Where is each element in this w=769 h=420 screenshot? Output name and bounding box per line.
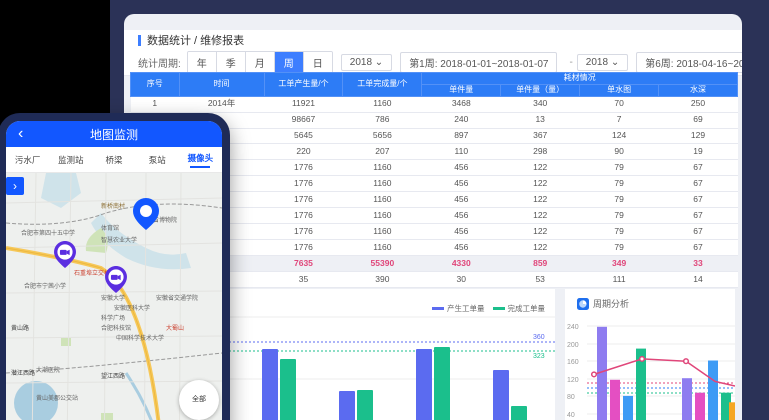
svg-text:323: 323: [533, 353, 545, 360]
svg-text:360: 360: [533, 334, 545, 341]
svg-text:200: 200: [567, 342, 579, 349]
svg-text:40: 40: [567, 412, 575, 419]
svg-text:160: 160: [567, 359, 579, 366]
svg-text:80: 80: [567, 394, 575, 401]
svg-text:240: 240: [567, 324, 579, 331]
svg-text:120: 120: [567, 377, 579, 384]
